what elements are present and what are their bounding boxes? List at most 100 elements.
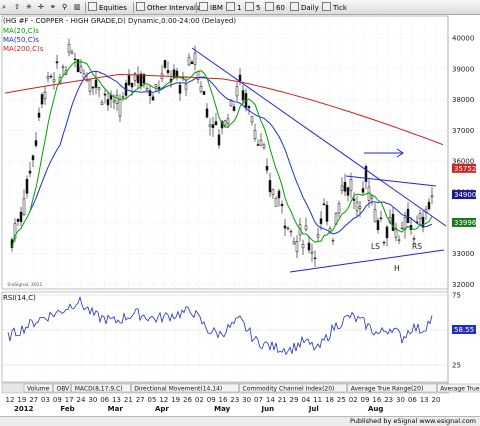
candle-body (391, 213, 395, 231)
time-tick-label: 26 (183, 396, 192, 404)
indicator-tab[interactable] (71, 383, 131, 393)
legend-ma20[interactable]: MA(20,C)s (3, 27, 39, 35)
candle-body (130, 82, 134, 88)
candle-body (361, 188, 365, 193)
other-intervals-menu[interactable]: Other Intervals (136, 2, 200, 13)
interval-5-label: 5 (256, 4, 261, 12)
price-tag (452, 163, 476, 173)
symbol-ibm-button[interactable]: IBM (199, 2, 223, 13)
candle-body (100, 102, 104, 106)
time-tick-label: 05 (148, 396, 157, 404)
candle-body (97, 87, 101, 90)
target-arrow-head (396, 148, 404, 158)
candle-body (22, 198, 26, 215)
interval-1-button[interactable]: 1 (226, 2, 241, 13)
arrow-icon[interactable]: ⇧ (14, 3, 20, 11)
indicator-tab-label: Directional Movement(14,14) (134, 386, 222, 393)
candle-body (322, 203, 326, 206)
daily-icon (290, 2, 299, 11)
rsi-panel (1, 291, 449, 383)
candle-body (214, 121, 218, 126)
zoom-icon[interactable]: ⚲ (62, 3, 68, 11)
toolbar: ⌕ ⇧ ✳ ✛ ⚭ ⚲ ▥ Equities Other Intervals I… (0, 0, 480, 15)
indicator-tab[interactable] (347, 383, 437, 393)
candle-body (343, 181, 347, 192)
candle-body (301, 244, 305, 249)
candle-body (352, 198, 356, 201)
interval-5-button[interactable]: 5 (245, 2, 260, 13)
daily-label: Daily (301, 4, 319, 12)
candle-body (277, 190, 281, 199)
search-button[interactable]: ✳ (26, 3, 32, 11)
crosshair-icon[interactable]: ✛ (38, 3, 44, 11)
price-grid (2, 16, 448, 382)
time-tick-label: 16 (219, 396, 228, 404)
candle-body (187, 57, 191, 66)
candle-body (229, 100, 233, 107)
candle-body (208, 124, 212, 128)
candle-body (373, 208, 377, 223)
price-tag-label: 33996 (454, 219, 477, 227)
equities-icon (88, 2, 97, 11)
ma200-line (4, 73, 444, 146)
time-tick-label: 14 (266, 396, 275, 404)
month-label: Jul (308, 405, 319, 413)
candle-body (121, 96, 125, 98)
candle-body (190, 61, 194, 65)
interval-60-button[interactable]: 60 (265, 2, 285, 13)
rsi-grid (2, 294, 448, 366)
candle-body (115, 94, 119, 104)
candle-body (247, 106, 251, 109)
candle-body (217, 134, 221, 146)
candle-body (43, 91, 47, 100)
candle-body (259, 139, 263, 146)
candle-body (34, 140, 38, 146)
legend-ma200[interactable]: MA(200,C)s (3, 45, 44, 53)
candle-body (403, 217, 407, 230)
candle-body (346, 187, 350, 196)
time-tick-label: 13 (420, 396, 429, 404)
indicator-tab[interactable] (23, 383, 53, 393)
price-tick-label: 32000 (452, 281, 474, 289)
equities-label: Equities (99, 4, 127, 12)
search-icon[interactable]: ⌕ (2, 3, 6, 11)
rsi-tick-label: 75 (452, 292, 461, 300)
time-tick-label: 16 (372, 396, 381, 404)
candle-body (385, 226, 389, 239)
candle-body (193, 52, 197, 65)
chart-title: (HG #F - COPPER - HIGH GRADE,D) Dynamic,… (3, 17, 236, 25)
candle-body (427, 201, 431, 210)
indicator-tab[interactable] (131, 383, 239, 393)
time-tick-label: 30 (88, 396, 97, 404)
support-trendline[interactable] (289, 249, 445, 273)
price-tick-label: 37000 (452, 127, 474, 135)
indicator-tab[interactable] (53, 383, 71, 393)
rsi-line (7, 295, 433, 356)
candle-body (265, 165, 269, 171)
downtrend-line[interactable] (191, 47, 447, 227)
tick-button[interactable]: Tick (322, 2, 347, 13)
link-icon[interactable]: ⚭ (50, 3, 56, 11)
candle-body (262, 144, 266, 148)
time-tick-label: 04 (301, 396, 310, 404)
neckline[interactable] (345, 175, 437, 187)
month-label: 2012 (14, 405, 34, 413)
candle-body (148, 90, 152, 97)
legend-ma50[interactable]: MA(50,C)s (3, 36, 39, 44)
time-tick-label: 25 (337, 396, 346, 404)
tick-label: Tick (333, 4, 347, 12)
equities-menu[interactable]: Equities (88, 2, 127, 13)
time-tick-label: 30 (242, 396, 251, 404)
price-tags: 35752 34900 33996 (452, 163, 477, 227)
split-icon[interactable]: ▥ (74, 3, 81, 11)
daily-button[interactable]: Daily (290, 2, 319, 13)
time-tick-label: 06 (408, 396, 417, 404)
candle-body (127, 75, 131, 86)
candle-body (292, 241, 296, 245)
indicator-tab[interactable] (239, 383, 347, 393)
candle-body (268, 180, 272, 193)
candle-body (430, 195, 434, 198)
candle-body (307, 242, 311, 251)
candle-body (151, 96, 155, 101)
